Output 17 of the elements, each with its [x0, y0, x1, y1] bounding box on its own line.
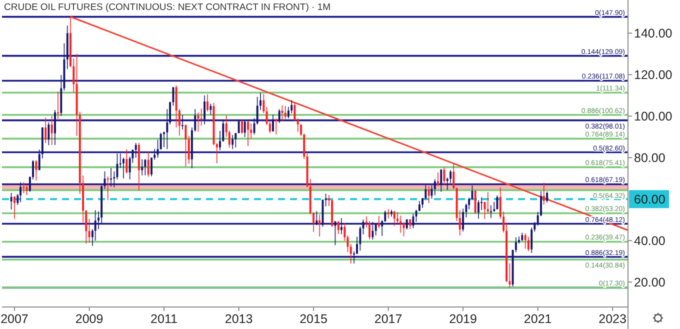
x-tick-label: 2021 — [524, 312, 552, 326]
y-tick-label: 20.00 — [634, 276, 666, 290]
x-tick-label: 2017 — [374, 312, 402, 326]
ref-line-label: 60.00 — [634, 192, 666, 207]
y-tick-label: 140.00 — [634, 26, 672, 41]
y-tick-label: 100.00 — [634, 110, 672, 124]
x-tick-label: 2007 — [0, 312, 28, 326]
x-tick-label: 2013 — [224, 312, 253, 326]
y-tick-label: 80.00 — [634, 151, 666, 166]
x-tick-label: 2023 — [598, 312, 626, 326]
x-tick-label: 2015 — [300, 312, 328, 326]
x-tick-label: 2009 — [75, 312, 104, 326]
y-tick-label: 40.00 — [634, 234, 666, 248]
y-tick-label: 120.00 — [634, 68, 672, 82]
x-tick-label: 2019 — [449, 312, 477, 326]
x-tick-label: 2011 — [150, 312, 178, 326]
chart-title: CRUDE OIL FUTURES (CONTINUOUS: NEXT CONTRACT IN FRONT) · 1M — [4, 2, 331, 13]
